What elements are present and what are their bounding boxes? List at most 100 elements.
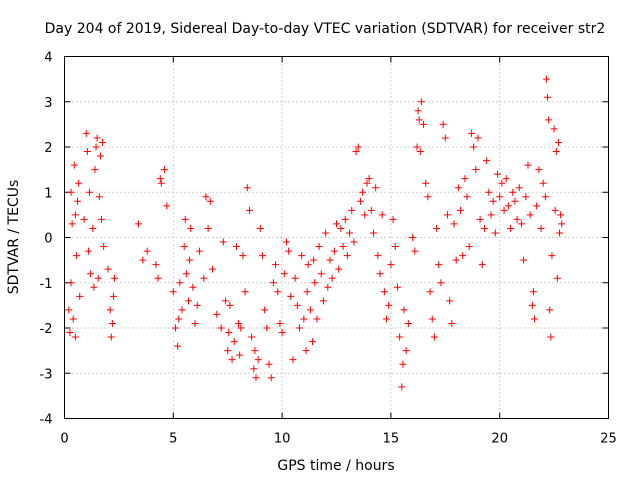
data-point — [267, 374, 275, 382]
y-axis-label: SDTVAR / TECUs — [6, 180, 22, 295]
data-point — [491, 229, 499, 237]
data-point — [413, 143, 421, 151]
data-point — [317, 270, 325, 278]
data-point — [553, 274, 561, 282]
data-point — [420, 120, 428, 128]
data-point — [415, 116, 423, 124]
data-point — [387, 261, 395, 269]
data-point — [416, 148, 424, 156]
y-tick-label: 0 — [44, 232, 52, 247]
data-point — [443, 211, 451, 219]
data-point — [545, 116, 553, 124]
data-point — [517, 220, 525, 228]
data-point — [483, 157, 491, 165]
data-point — [528, 301, 536, 309]
data-point — [450, 220, 458, 228]
data-point — [265, 360, 273, 368]
data-point — [520, 256, 528, 264]
data-point — [291, 274, 299, 282]
data-point — [343, 252, 351, 260]
data-point — [171, 324, 179, 332]
data-point — [163, 202, 171, 210]
data-point — [359, 188, 367, 196]
data-point — [529, 288, 537, 296]
y-tick-label: 2 — [44, 141, 52, 156]
data-point — [187, 224, 195, 232]
data-point — [87, 270, 95, 278]
data-point — [522, 193, 530, 201]
data-point — [437, 279, 445, 287]
data-point — [256, 224, 264, 232]
data-point — [489, 197, 497, 205]
data-point — [226, 301, 234, 309]
data-point — [180, 243, 188, 251]
data-point — [259, 252, 267, 260]
data-point — [66, 329, 74, 337]
x-tick-label: 20 — [491, 432, 508, 447]
data-point — [500, 206, 508, 214]
data-point — [89, 224, 97, 232]
data-point — [333, 220, 340, 228]
data-point — [433, 224, 441, 232]
data-point — [189, 283, 197, 291]
data-point — [276, 319, 284, 327]
data-point — [341, 215, 349, 223]
data-point — [448, 319, 456, 327]
data-point — [411, 247, 419, 255]
data-point — [176, 279, 184, 287]
data-point — [533, 202, 541, 210]
data-point — [554, 138, 562, 146]
data-point — [99, 138, 107, 146]
data-point — [280, 270, 288, 278]
data-point — [241, 288, 249, 296]
x-tick-label: 25 — [600, 432, 617, 447]
data-point — [76, 292, 84, 300]
data-point — [374, 252, 382, 260]
data-point — [174, 342, 182, 350]
data-point — [313, 315, 321, 323]
data-point — [287, 292, 295, 300]
data-point — [68, 220, 76, 228]
data-point — [507, 224, 515, 232]
data-point — [356, 197, 364, 205]
data-point — [111, 274, 119, 282]
data-point — [309, 338, 317, 346]
data-point — [547, 333, 555, 341]
data-point — [298, 252, 306, 260]
data-point — [409, 234, 417, 241]
data-point — [200, 274, 208, 282]
data-point — [311, 279, 319, 287]
data-point — [293, 301, 301, 309]
data-point — [152, 261, 160, 269]
chart-title: Day 204 of 2019, Sidereal Day-to-day VTE… — [45, 21, 606, 37]
data-point — [424, 193, 432, 201]
data-point — [422, 179, 430, 187]
data-point — [511, 197, 519, 205]
x-tick-label: 15 — [383, 432, 400, 447]
data-point — [96, 152, 104, 160]
data-point — [83, 148, 91, 156]
data-point — [230, 338, 238, 346]
data-point — [480, 224, 488, 232]
data-point — [161, 166, 169, 174]
data-point — [206, 197, 214, 205]
data-point — [324, 283, 332, 291]
data-point — [515, 184, 523, 192]
data-point — [557, 211, 565, 219]
data-point — [71, 333, 79, 341]
x-tick-label: 10 — [274, 432, 291, 447]
data-point — [202, 193, 210, 201]
data-point — [502, 175, 510, 183]
data-point — [92, 143, 100, 151]
data-point — [274, 288, 282, 296]
data-point — [494, 170, 502, 178]
data-point — [278, 329, 286, 337]
data-point — [430, 333, 438, 341]
data-point — [487, 211, 495, 219]
data-point — [454, 184, 462, 192]
data-point — [428, 315, 436, 323]
data-point — [303, 288, 311, 296]
data-point — [556, 229, 564, 237]
y-tick-label: 4 — [44, 51, 52, 66]
